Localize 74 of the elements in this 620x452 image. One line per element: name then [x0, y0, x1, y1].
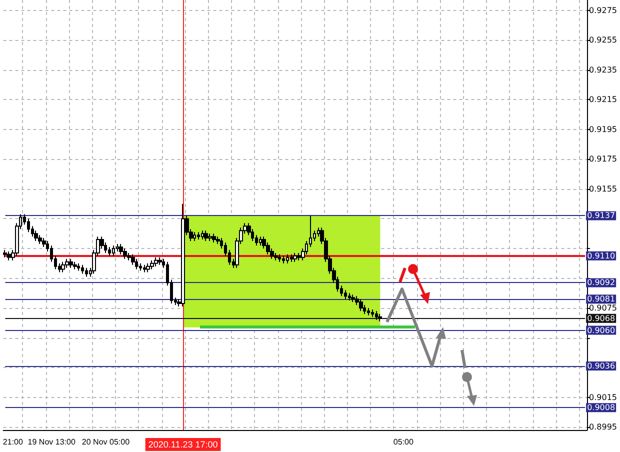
- candlestick: [154, 256, 158, 267]
- candlestick: [378, 313, 382, 322]
- candlestick: [375, 310, 378, 320]
- ref-line-label: 0.9060: [587, 326, 616, 335]
- y-tick-label: 0.9235: [589, 65, 618, 74]
- candlestick: [212, 233, 216, 244]
- candlestick: [359, 298, 363, 312]
- candlestick: [38, 234, 42, 245]
- candlestick: [201, 230, 204, 240]
- ref-line-label: 0.9137: [587, 211, 616, 220]
- candlestick: [61, 261, 65, 273]
- ref-line-label: 0.9081: [587, 294, 616, 304]
- candlestick: [27, 218, 30, 233]
- candlestick: [367, 307, 370, 316]
- x-tick-label: 05:00: [393, 438, 414, 446]
- candlestick: [3, 249, 7, 258]
- candlestick: [7, 250, 11, 261]
- y-tick-label: 0.9175: [589, 154, 618, 164]
- candlestick: [290, 254, 293, 262]
- x-tick-label: 20 Nov 05:00: [82, 438, 130, 446]
- candlestick: [143, 264, 146, 273]
- candlestick: [208, 233, 212, 242]
- y-tick-label: 0.9015: [589, 392, 618, 402]
- candlestick: [123, 248, 127, 260]
- candlestick: [293, 252, 297, 262]
- ref-line-label: 0.9008: [587, 403, 616, 412]
- ref-line-label: 0.9092: [587, 278, 616, 288]
- x-tick-label: 19 Nov 13:00: [28, 438, 76, 446]
- candlestick: [81, 264, 84, 274]
- candlestick: [131, 254, 135, 266]
- candlestick: [34, 230, 38, 242]
- candlestick: [282, 255, 285, 264]
- candlestick: [259, 236, 262, 246]
- candlestick: [108, 246, 111, 256]
- y-tick-label: 0.9215: [589, 95, 618, 104]
- candlestick: [297, 252, 301, 261]
- candlestick: [42, 238, 46, 248]
- candlestick: [216, 236, 220, 245]
- x-tick-label: 21:00: [2, 438, 24, 446]
- candlestick: [158, 256, 162, 266]
- candlestick: [65, 258, 69, 268]
- candlestick: [351, 294, 355, 303]
- candlestick: [112, 245, 115, 256]
- ref-line-label: 0.9068: [587, 314, 616, 323]
- candlestick: [85, 267, 88, 278]
- y-tick-label: 0.9255: [589, 36, 618, 45]
- candlestick: [344, 290, 347, 300]
- candlestick: [77, 262, 80, 272]
- candlestick: [139, 262, 142, 272]
- y-tick-label: 0.9275: [589, 6, 618, 15]
- candlestick: [371, 308, 374, 318]
- candlestick: [204, 230, 208, 242]
- candlestick: [278, 254, 281, 262]
- candlestick: [116, 244, 119, 252]
- candlestick: [146, 262, 150, 273]
- y-tick-label: 0.8995: [589, 422, 618, 432]
- ref-line-label: 0.9036: [587, 362, 616, 371]
- candlestick: [69, 258, 73, 268]
- candlestick: [119, 244, 123, 255]
- candlestick: [274, 252, 278, 261]
- candlestick: [135, 258, 138, 270]
- candlestick: [150, 260, 154, 270]
- candlestick: [286, 254, 289, 264]
- ref-line-label: 0.9110: [587, 251, 616, 260]
- candlestick: [348, 292, 351, 302]
- y-tick-label: 0.9195: [589, 124, 618, 134]
- candlestick: [127, 252, 131, 261]
- x-tick-label: 2020.11.23 17:00: [148, 440, 218, 450]
- candlestick: [181, 203, 185, 308]
- candlestick: [73, 261, 77, 270]
- candlestick: [193, 232, 196, 242]
- candlestick: [197, 232, 200, 240]
- y-tick-label: 0.9155: [589, 184, 618, 194]
- y-tick-label: 0.9075: [589, 303, 618, 312]
